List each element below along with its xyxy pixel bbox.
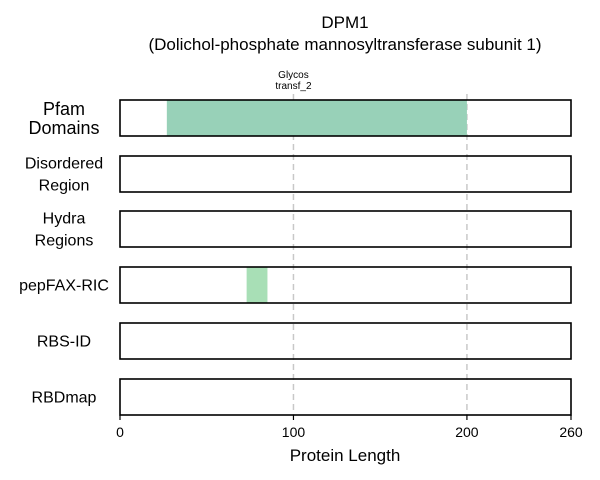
- segment-annotation: Glycos: [278, 70, 309, 81]
- track-row: RBS-ID: [37, 322, 572, 360]
- x-tick-label: 260: [559, 424, 583, 440]
- x-tick-label: 200: [455, 424, 479, 440]
- x-tick-label: 0: [116, 424, 124, 440]
- track-row: Hydra Regions: [35, 210, 572, 250]
- track-label: Pfam: [43, 99, 85, 119]
- track-label: RBDmap: [32, 390, 97, 407]
- track-frame: [119, 266, 572, 304]
- track-frame: [119, 155, 572, 193]
- track-frame: [119, 210, 572, 248]
- track-frame: [119, 99, 572, 137]
- segment-annotation: transf_2: [275, 81, 312, 92]
- grid-layer: [292, 94, 468, 415]
- track-row: Disordered Region: [25, 155, 572, 195]
- chart-subtitle: (Dolichol-phosphate mannosyltransferase …: [148, 35, 541, 54]
- track-label: pepFAX-RIC: [19, 278, 109, 295]
- track-label: RBS-ID: [37, 334, 91, 351]
- track-label: Domains: [28, 118, 99, 138]
- x-tick-label: 100: [282, 424, 306, 440]
- track-label: Regions: [35, 233, 94, 250]
- domain-segment: [166, 100, 467, 136]
- track-row: pepFAX-RIC: [19, 266, 572, 304]
- track-label: Region: [39, 178, 90, 195]
- chart-title: DPM1: [321, 13, 368, 32]
- track-frame: [119, 322, 572, 360]
- track-label: Disordered: [25, 156, 103, 173]
- track-row: RBDmap: [32, 378, 572, 416]
- track-label: Hydra: [43, 211, 86, 228]
- x-axis: 0 100 200 260: [116, 415, 583, 440]
- x-axis-label: Protein Length: [290, 446, 401, 465]
- domain-segment: [246, 267, 268, 303]
- track-frame: [119, 378, 572, 416]
